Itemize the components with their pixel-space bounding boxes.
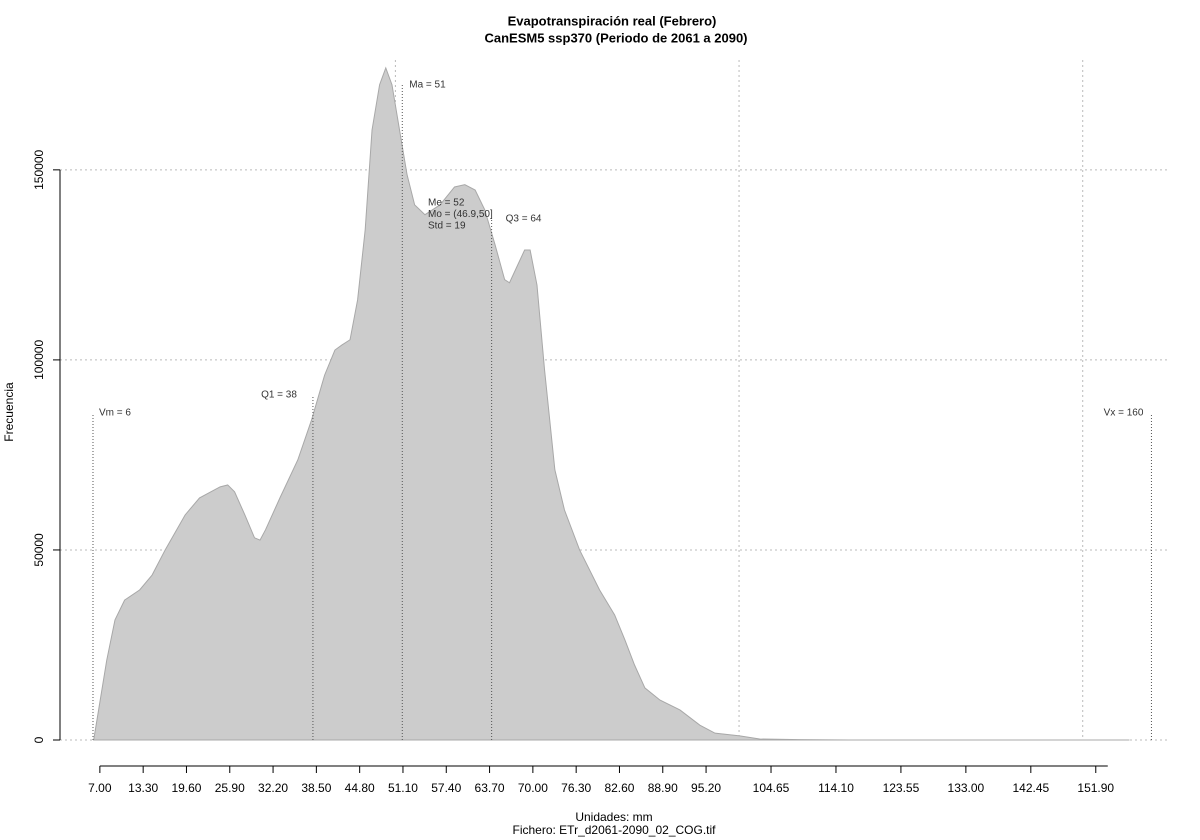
x-axis-label: Unidades: mm xyxy=(575,810,652,824)
x-tick-label: 57.40 xyxy=(431,781,461,795)
x-tick-label: 88.90 xyxy=(648,781,678,795)
x-tick-label: 13.30 xyxy=(128,781,158,795)
annotation-label: Ma = 51 xyxy=(409,80,446,91)
annotation-label: Q1 = 38 xyxy=(261,390,297,401)
x-tick-label: 70.00 xyxy=(518,781,548,795)
stat-label: Mo = (46.9,50] xyxy=(428,209,493,220)
chart-subtitle: CanESM5 ssp370 (Periodo de 2061 a 2090) xyxy=(484,30,747,45)
y-tick-label: 50000 xyxy=(32,533,46,567)
file-label: Fichero: ETr_d2061-2090_02_COG.tif xyxy=(513,823,717,837)
chart-title: Evapotranspiración real (Febrero) xyxy=(508,13,717,28)
annotation-label: Vm = 6 xyxy=(99,408,131,419)
x-tick-label: 51.10 xyxy=(388,781,418,795)
y-tick-label: 100000 xyxy=(32,340,46,380)
x-tick-label: 44.80 xyxy=(345,781,375,795)
density-area xyxy=(93,66,1130,741)
annotation-label: Q3 = 64 xyxy=(506,214,542,225)
y-tick-label: 150000 xyxy=(32,150,46,190)
x-tick-label: 114.10 xyxy=(818,781,854,795)
x-tick-label: 32.20 xyxy=(258,781,288,795)
x-tick-label: 76.30 xyxy=(561,781,591,795)
x-tick-label: 133.00 xyxy=(948,781,985,795)
y-axis-label: Frecuencia xyxy=(2,382,16,442)
x-tick-label: 82.60 xyxy=(604,781,634,795)
x-tick-label: 7.00 xyxy=(88,781,112,795)
x-tick-label: 123.55 xyxy=(883,781,920,795)
annotation-label: Vx = 160 xyxy=(1104,408,1144,419)
y-tick-label: 0 xyxy=(32,736,46,743)
x-tick-label: 95.20 xyxy=(691,781,721,795)
x-tick-label: 142.45 xyxy=(1012,781,1049,795)
stat-label: Me = 52 xyxy=(428,198,465,209)
x-tick-label: 104.65 xyxy=(753,781,790,795)
stat-label: Std = 19 xyxy=(428,221,466,232)
x-tick-label: 25.90 xyxy=(215,781,245,795)
x-tick-label: 38.50 xyxy=(301,781,331,795)
x-tick-label: 19.60 xyxy=(171,781,201,795)
x-tick-label: 63.70 xyxy=(475,781,505,795)
x-tick-label: 151.90 xyxy=(1077,781,1114,795)
